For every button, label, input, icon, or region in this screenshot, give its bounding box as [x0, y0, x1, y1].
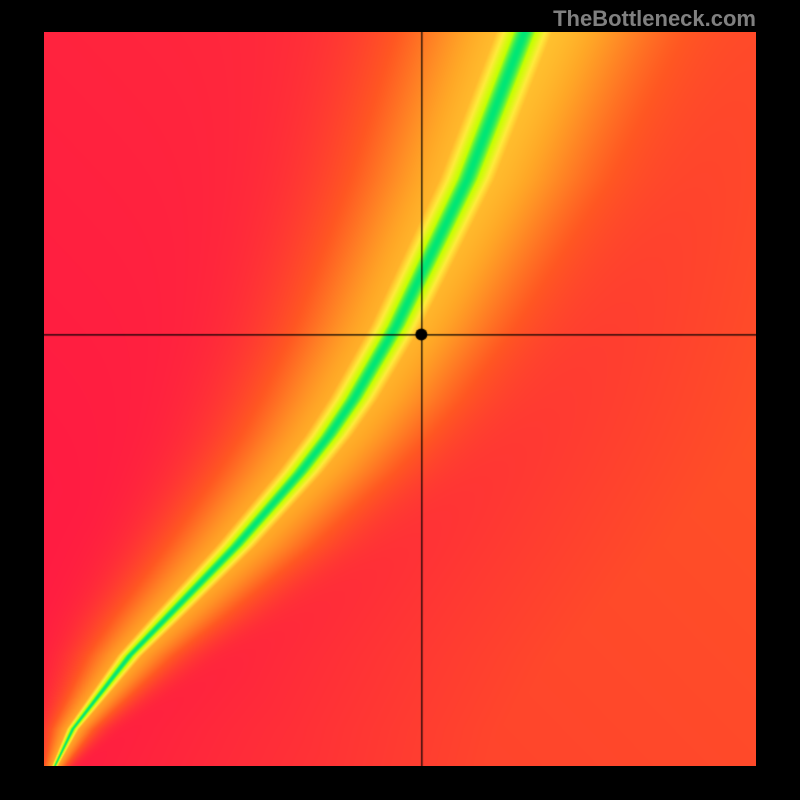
figure-container: TheBottleneck.com [0, 0, 800, 800]
bottleneck-heatmap [44, 32, 756, 766]
watermark-text: TheBottleneck.com [553, 6, 756, 32]
